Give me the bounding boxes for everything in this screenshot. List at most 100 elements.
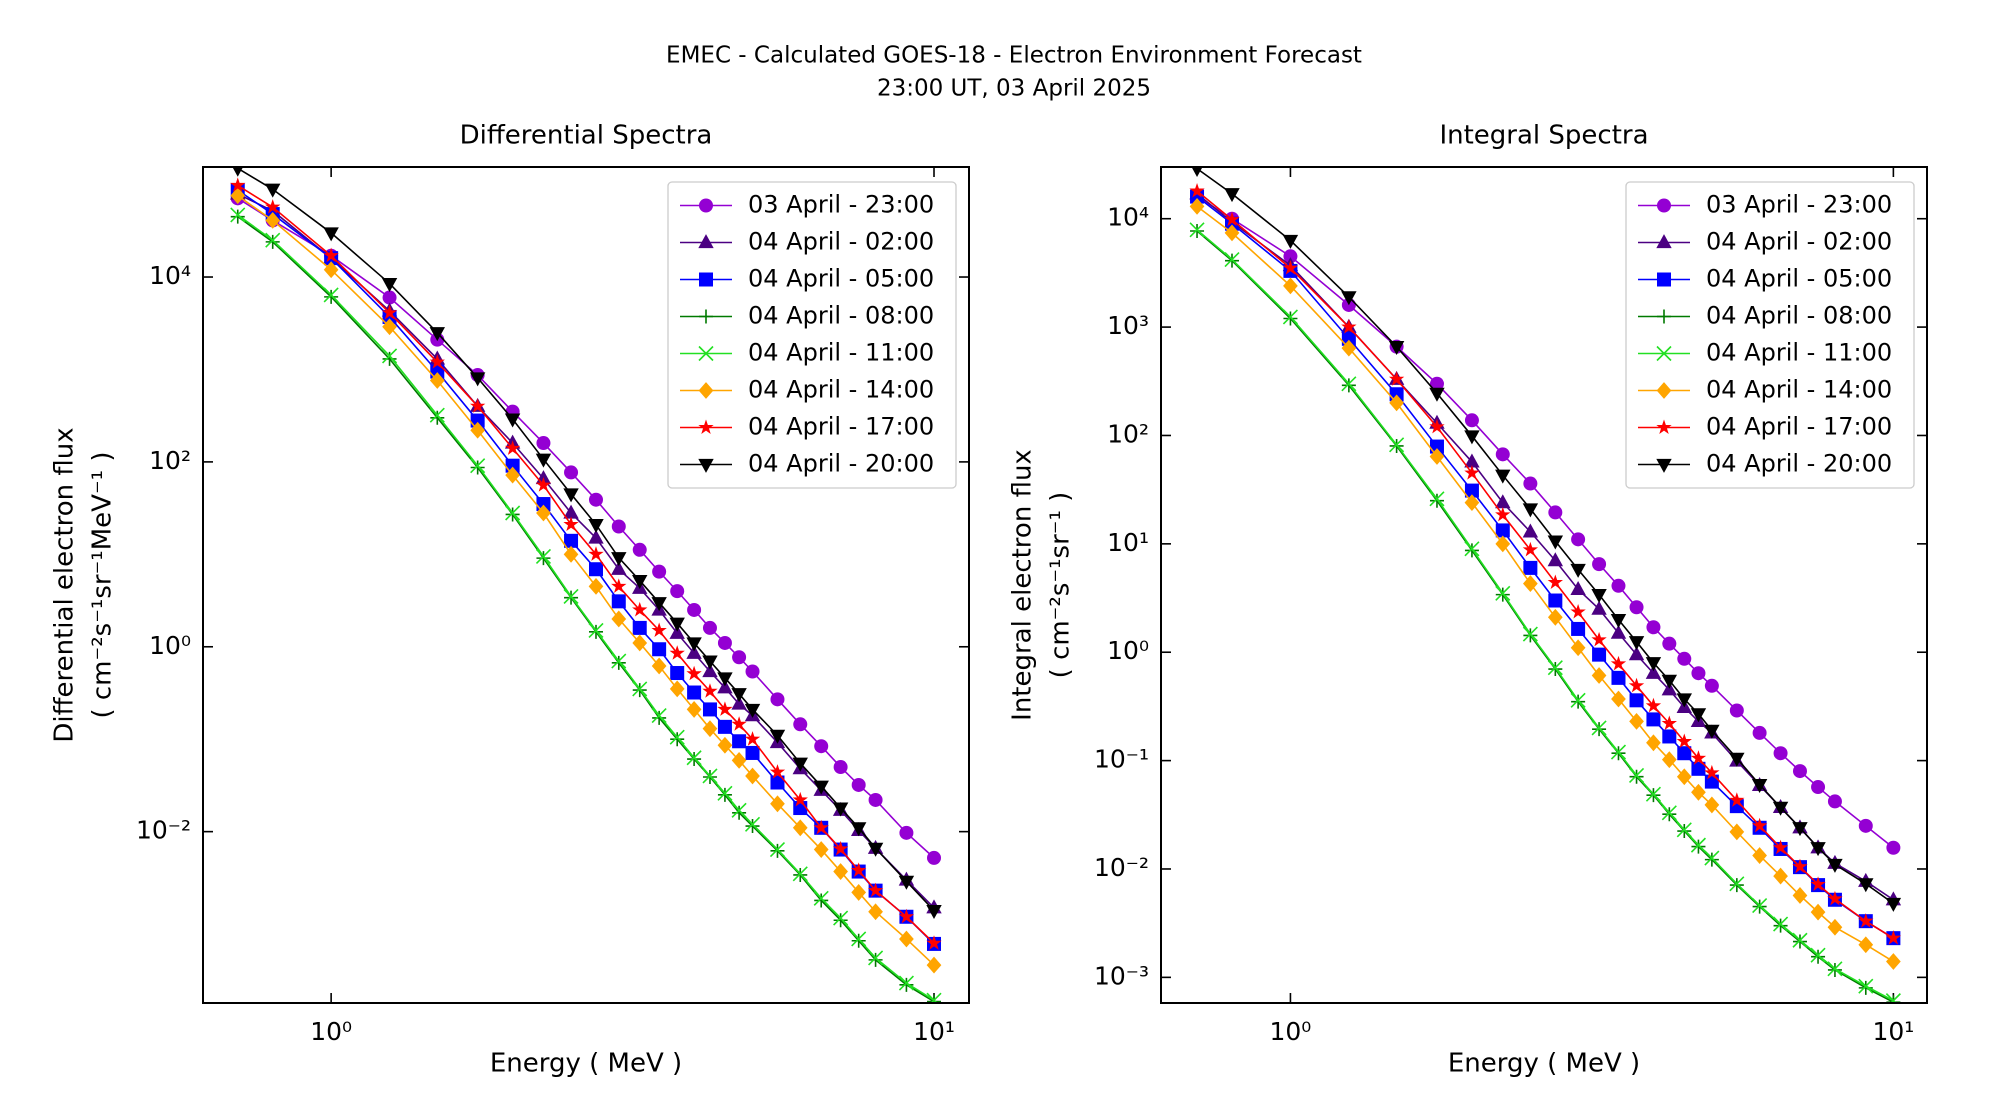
marker bbox=[1729, 792, 1745, 807]
marker bbox=[563, 545, 579, 563]
marker bbox=[588, 492, 603, 507]
marker bbox=[814, 739, 829, 754]
marker bbox=[1810, 842, 1826, 857]
marker bbox=[670, 732, 685, 747]
marker bbox=[1224, 224, 1240, 242]
legend-label: 04 April - 05:00 bbox=[1706, 265, 1892, 293]
marker bbox=[702, 683, 718, 698]
marker bbox=[504, 440, 521, 455]
marker bbox=[1570, 603, 1586, 619]
marker bbox=[899, 825, 914, 840]
marker bbox=[1729, 703, 1744, 718]
legend-label: 04 April - 20:00 bbox=[748, 450, 934, 478]
marker bbox=[769, 764, 786, 779]
marker bbox=[686, 644, 702, 659]
marker bbox=[1858, 913, 1874, 928]
marker bbox=[669, 680, 685, 698]
marker bbox=[381, 304, 398, 320]
marker bbox=[1886, 953, 1901, 970]
marker bbox=[564, 533, 579, 548]
marker bbox=[1677, 651, 1692, 666]
marker bbox=[1827, 961, 1843, 977]
legend: 03 April - 23:00 04 April - 02:00 04 April… bbox=[1625, 181, 1915, 489]
marker bbox=[1661, 805, 1677, 821]
marker bbox=[1571, 621, 1586, 636]
marker bbox=[1792, 932, 1808, 948]
marker bbox=[1656, 458, 1672, 473]
marker bbox=[1691, 666, 1706, 681]
marker bbox=[1629, 769, 1644, 784]
marker bbox=[469, 398, 486, 413]
marker bbox=[833, 913, 848, 928]
marker bbox=[867, 882, 884, 898]
marker bbox=[265, 232, 281, 248]
marker bbox=[792, 819, 808, 837]
marker bbox=[717, 635, 732, 650]
marker bbox=[1611, 670, 1626, 685]
marker bbox=[1495, 506, 1511, 522]
marker bbox=[1495, 494, 1511, 509]
marker bbox=[1792, 764, 1807, 779]
marker bbox=[698, 234, 714, 249]
marker bbox=[899, 930, 914, 948]
marker bbox=[1656, 234, 1672, 249]
marker bbox=[792, 866, 808, 882]
marker bbox=[382, 309, 397, 324]
y-tick-label: 10¹ bbox=[1107, 528, 1149, 557]
marker bbox=[1523, 560, 1538, 575]
legend-label: 03 April - 23:00 bbox=[1706, 191, 1892, 219]
marker bbox=[926, 956, 942, 974]
marker bbox=[1751, 817, 1768, 833]
marker bbox=[1464, 543, 1479, 558]
marker bbox=[1282, 234, 1299, 249]
marker bbox=[1729, 876, 1745, 892]
marker bbox=[1628, 767, 1645, 783]
marker bbox=[564, 465, 579, 480]
marker bbox=[1523, 476, 1538, 491]
y-tick-label: 10⁻² bbox=[136, 816, 191, 845]
legend-label: 04 April - 08:00 bbox=[1706, 302, 1892, 330]
marker bbox=[745, 745, 760, 760]
subplot-title: Differential Spectra bbox=[460, 121, 713, 151]
marker bbox=[651, 657, 667, 675]
marker bbox=[851, 862, 867, 877]
marker bbox=[381, 277, 398, 292]
marker bbox=[536, 551, 551, 566]
marker bbox=[868, 903, 883, 921]
marker bbox=[632, 620, 647, 635]
marker bbox=[1547, 574, 1563, 590]
marker bbox=[611, 653, 627, 669]
marker bbox=[1282, 309, 1298, 325]
legend-label: 03 April - 23:00 bbox=[748, 191, 934, 219]
legend-label: 04 April - 11:00 bbox=[748, 339, 934, 367]
y-tick-label: 10⁴ bbox=[149, 261, 191, 290]
marker bbox=[1858, 936, 1874, 954]
marker bbox=[1691, 761, 1706, 776]
marker bbox=[651, 597, 667, 612]
marker bbox=[1464, 413, 1479, 428]
marker bbox=[1629, 600, 1644, 615]
marker bbox=[430, 410, 445, 425]
marker bbox=[702, 702, 717, 717]
marker bbox=[1729, 799, 1744, 814]
marker bbox=[1522, 523, 1539, 538]
marker bbox=[230, 187, 246, 205]
marker bbox=[687, 685, 702, 700]
marker bbox=[1429, 491, 1445, 507]
y-tick-label: 10² bbox=[1107, 419, 1149, 448]
marker bbox=[1495, 469, 1511, 484]
marker bbox=[1610, 655, 1627, 671]
marker bbox=[1810, 876, 1826, 891]
marker bbox=[632, 601, 648, 617]
marker bbox=[1224, 211, 1240, 227]
marker bbox=[1676, 768, 1692, 786]
marker bbox=[1547, 552, 1564, 567]
marker bbox=[588, 562, 603, 577]
y-tick-label: 10⁻¹ bbox=[1094, 745, 1149, 774]
marker bbox=[429, 372, 445, 389]
marker bbox=[611, 552, 627, 567]
marker bbox=[1661, 751, 1677, 769]
marker bbox=[1341, 319, 1357, 334]
marker bbox=[1661, 674, 1678, 689]
marker bbox=[536, 504, 551, 522]
